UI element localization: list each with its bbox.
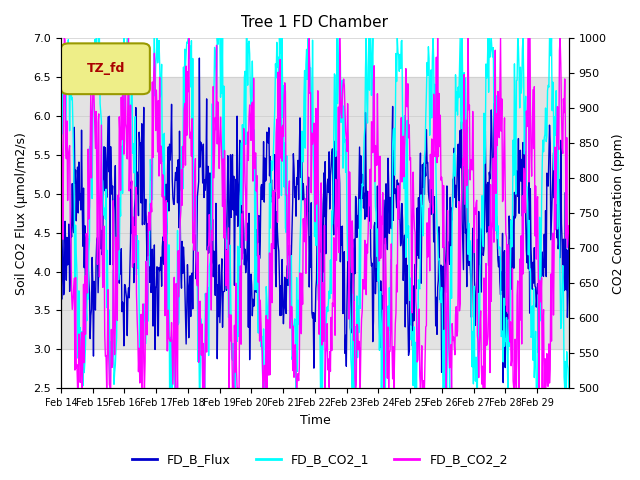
X-axis label: Time: Time (300, 414, 330, 427)
Y-axis label: Soil CO2 Flux (μmol/m2/s): Soil CO2 Flux (μmol/m2/s) (15, 132, 28, 295)
Title: Tree 1 FD Chamber: Tree 1 FD Chamber (241, 15, 388, 30)
Text: TZ_fd: TZ_fd (86, 62, 125, 75)
Legend: FD_B_Flux, FD_B_CO2_1, FD_B_CO2_2: FD_B_Flux, FD_B_CO2_1, FD_B_CO2_2 (127, 448, 513, 471)
Bar (61, 77, 569, 349)
Y-axis label: CO2 Concentration (ppm): CO2 Concentration (ppm) (612, 133, 625, 294)
FancyBboxPatch shape (61, 43, 150, 94)
